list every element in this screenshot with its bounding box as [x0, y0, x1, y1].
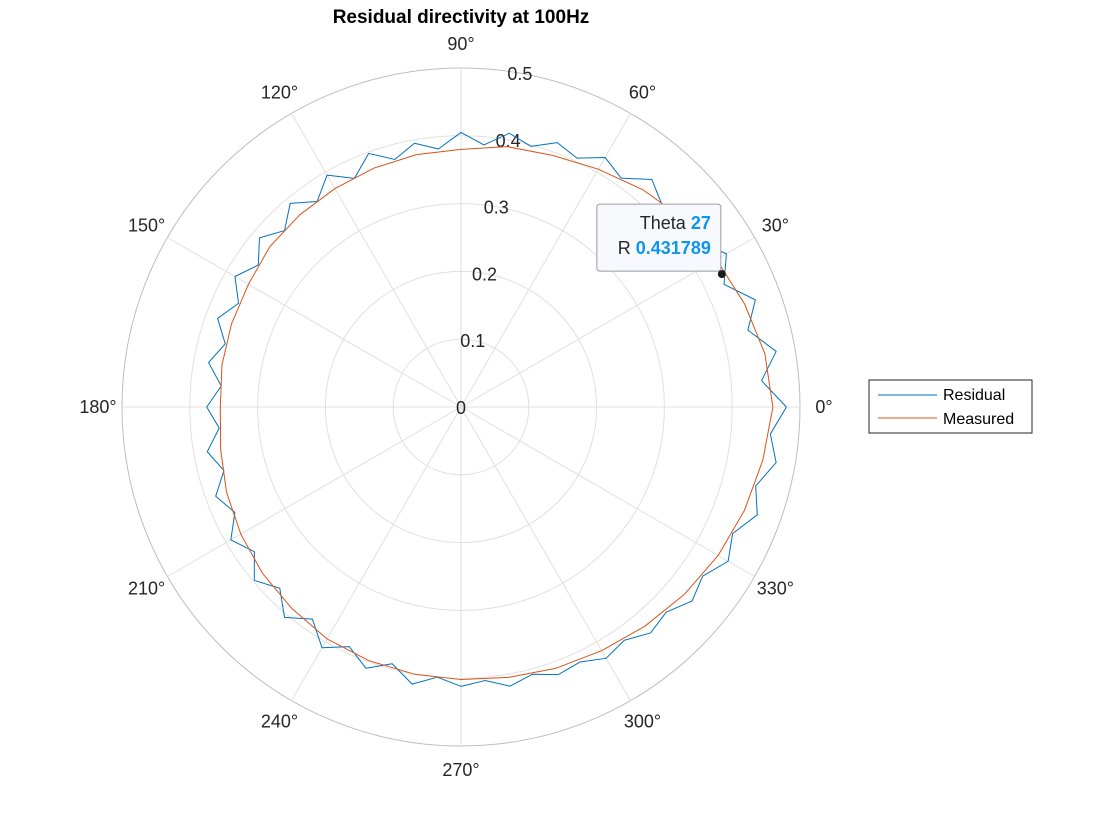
angle-tick-label: 210°	[128, 579, 165, 599]
data-tip-theta: Theta 27	[640, 213, 711, 233]
legend-entry-measured: Measured	[943, 411, 1014, 428]
data-tip-marker[interactable]	[717, 270, 726, 279]
grid-spoke	[460, 406, 755, 577]
legend-entry-residual: Residual	[943, 387, 1005, 404]
angle-tick-label: 240°	[261, 711, 298, 731]
legend-box	[868, 379, 1033, 434]
radius-tick-labels: 00.10.20.30.40.5	[456, 64, 532, 418]
radius-tick-label: 0.1	[460, 331, 485, 351]
grid-spoke	[167, 406, 462, 577]
angle-tick-label: 330°	[757, 579, 794, 599]
data-tip-box	[596, 203, 722, 272]
data-tip-r: R 0.431789	[618, 238, 711, 258]
angle-tick-label: 0°	[815, 397, 832, 417]
angle-tick-label: 90°	[447, 34, 474, 54]
angle-tick-label: 300°	[624, 711, 661, 731]
legend[interactable]: Residual Measured	[868, 379, 1033, 434]
data-tip[interactable]: Theta 27 R 0.431789	[596, 203, 726, 279]
radius-tick-label: 0.2	[472, 264, 497, 284]
angle-tick-label: 150°	[128, 216, 165, 236]
chart-title: Residual directivity at 100Hz	[333, 7, 590, 28]
grid-spoke	[167, 237, 462, 408]
angle-tick-label: 180°	[79, 397, 116, 417]
grid-spoke	[460, 406, 631, 701]
grid-spoke	[460, 113, 631, 408]
angle-tick-label: 120°	[261, 83, 298, 103]
data-series	[206, 131, 787, 687]
angle-tick-label: 30°	[762, 216, 789, 236]
radius-tick-label: 0.5	[507, 64, 532, 84]
angle-tick-label: 60°	[629, 83, 656, 103]
polar-grid	[121, 67, 801, 747]
grid-spoke	[291, 113, 462, 408]
series-line-residual	[206, 131, 787, 687]
angle-tick-labels: 0° 30° 60° 90° 120° 150° 180° 210° 240° 270° 300° 3…	[79, 34, 832, 780]
series-line-measured	[219, 146, 774, 681]
angle-tick-label: 270°	[442, 760, 479, 780]
radius-tick-label: 0	[456, 398, 466, 418]
grid-spoke	[291, 406, 462, 701]
radius-tick-label: 0.3	[484, 198, 509, 218]
